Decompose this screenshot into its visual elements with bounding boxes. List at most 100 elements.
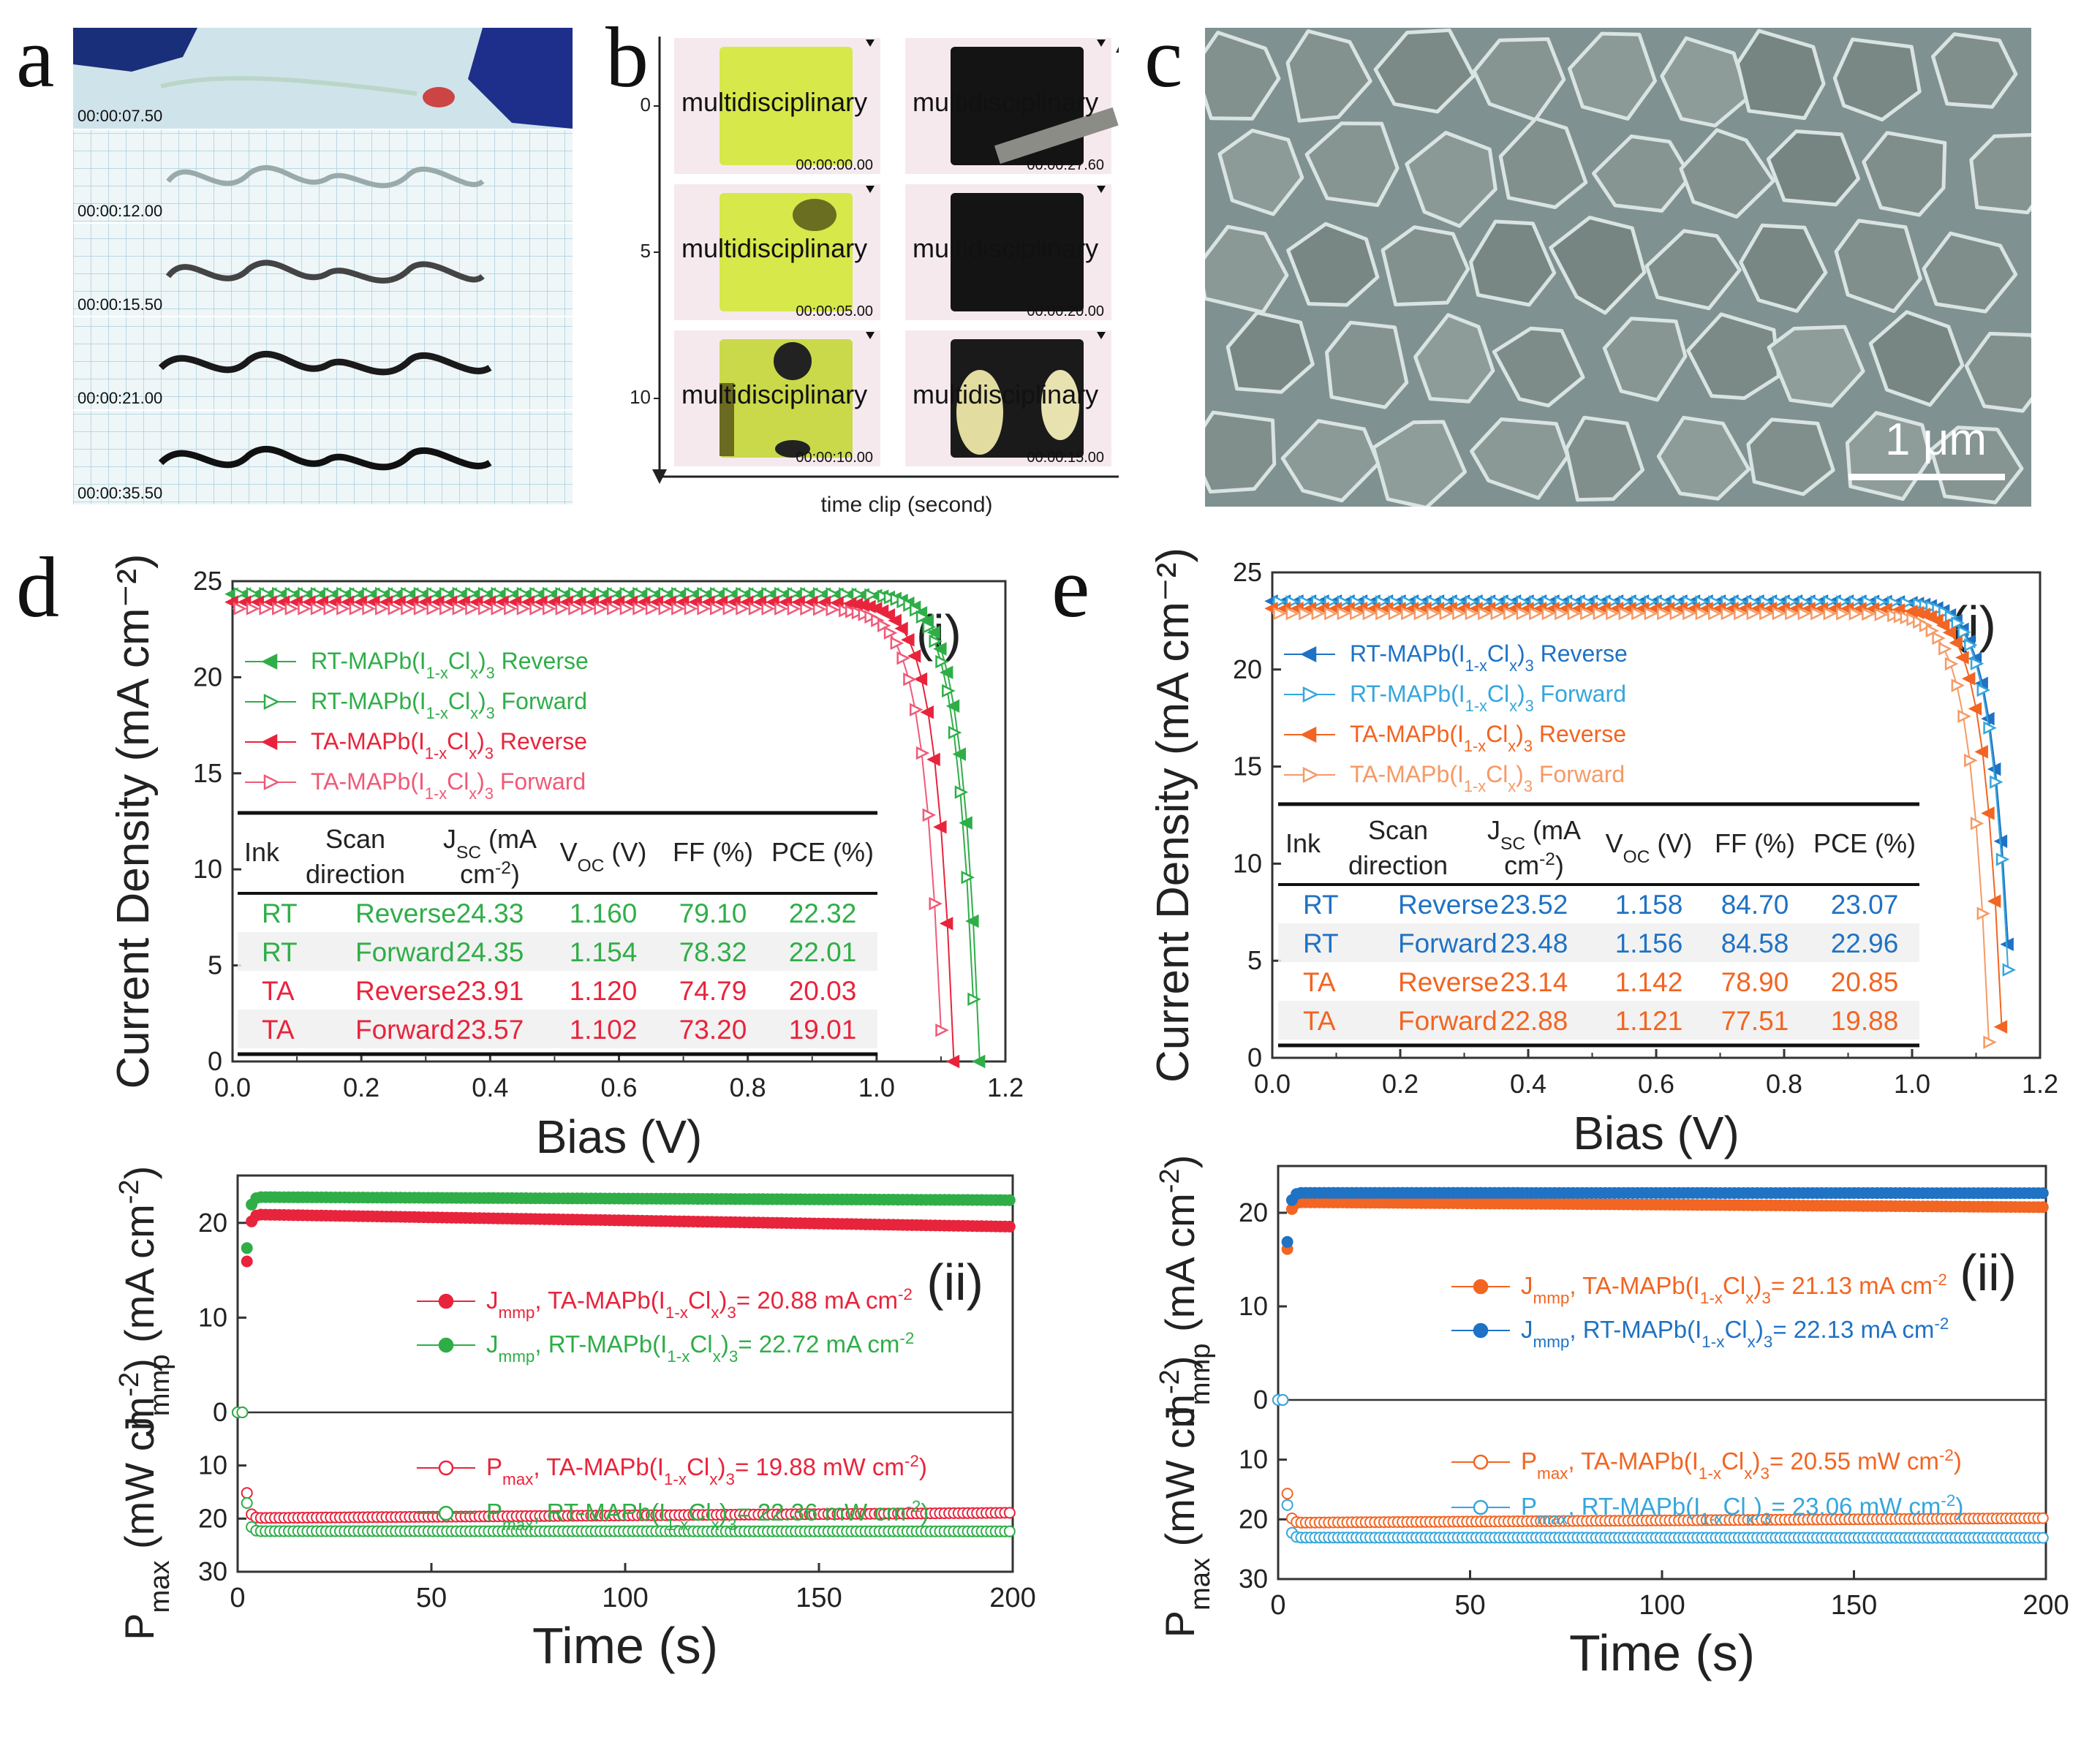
x-tick-label: 0 bbox=[1270, 1590, 1285, 1621]
c-grain bbox=[1280, 419, 1381, 503]
b-tile-word: multidisciplinary bbox=[913, 233, 1098, 263]
jv-marker bbox=[1974, 745, 1988, 759]
jv-marker bbox=[1785, 607, 1799, 621]
c-grain bbox=[1205, 31, 1281, 121]
b-left-time-tick: 0 bbox=[641, 94, 651, 116]
jv-marker bbox=[272, 602, 286, 616]
jv-marker bbox=[935, 654, 949, 669]
jv-marker bbox=[883, 626, 898, 640]
jv-marker bbox=[1964, 753, 1978, 768]
b-film-square bbox=[720, 47, 853, 165]
c-grain bbox=[1739, 223, 1828, 313]
c-grain bbox=[1564, 415, 1644, 502]
jv-marker bbox=[896, 651, 910, 665]
legend-marker bbox=[1302, 686, 1319, 703]
scale-bar-label: 1 μm bbox=[1885, 414, 1987, 465]
jv-marker bbox=[1987, 894, 2001, 908]
jv-marker bbox=[1618, 607, 1633, 621]
jv-marker bbox=[1644, 607, 1658, 621]
legend-marker bbox=[1473, 1499, 1489, 1515]
b-yellow-patch bbox=[1041, 370, 1079, 440]
table-cell: 19.01 bbox=[789, 1015, 857, 1045]
jv-marker bbox=[939, 665, 953, 680]
jv-marker bbox=[722, 602, 737, 616]
panel-label-a: a bbox=[16, 10, 55, 105]
c-grain bbox=[1373, 28, 1476, 114]
table-header: direction bbox=[306, 859, 405, 889]
jv-marker bbox=[1968, 702, 1982, 716]
jv-marker bbox=[1273, 607, 1287, 621]
table-cell: Forward bbox=[1398, 928, 1498, 958]
c-grain bbox=[1592, 135, 1693, 213]
jv-marker bbox=[388, 602, 402, 616]
table-header: Ink bbox=[1285, 828, 1321, 858]
legend-label: Jmmp, TA-MAPb(I1-xClx)3= 21.13 mA cm-2 bbox=[1521, 1271, 1947, 1307]
jv-marker bbox=[736, 602, 749, 616]
table-cell: 1.102 bbox=[570, 1015, 638, 1045]
jv-marker bbox=[761, 602, 775, 616]
c-grain bbox=[1470, 417, 1570, 500]
legend-label: RT-MAPb(I1-xClx)3 Forward bbox=[311, 688, 587, 722]
table-cell: 77.51 bbox=[1721, 1006, 1789, 1036]
jv-marker bbox=[864, 610, 878, 624]
y-tick-label: 10 bbox=[1239, 1291, 1268, 1321]
jv-marker bbox=[529, 602, 543, 616]
jv-marker bbox=[1657, 607, 1671, 621]
legend-marker bbox=[263, 693, 280, 711]
jv-marker bbox=[939, 917, 953, 931]
x-tick-label: 50 bbox=[416, 1583, 447, 1613]
c-grain bbox=[1834, 219, 1922, 314]
jv-marker bbox=[845, 605, 859, 618]
jv-marker bbox=[594, 602, 608, 616]
legend-label: Pmax, TA-MAPb(I1-xClx)3= 19.88 mW cm-2) bbox=[486, 1452, 927, 1488]
jv-marker bbox=[1285, 607, 1300, 621]
y-axis-label: Current Density (mA cm⁻²) bbox=[1148, 548, 1198, 1083]
table-cell: 78.90 bbox=[1721, 967, 1789, 997]
jv-marker bbox=[1555, 607, 1568, 621]
jv-marker bbox=[1906, 613, 1920, 627]
timestamp-4: 00:00:21.00 bbox=[78, 389, 163, 407]
jv-marker bbox=[926, 625, 940, 640]
jv-marker bbox=[871, 613, 885, 628]
table-cell: 23.07 bbox=[1831, 890, 1899, 920]
table-cell: 23.48 bbox=[1500, 928, 1568, 958]
b-yellow-patch bbox=[956, 370, 1003, 455]
table-header: JSC (mA bbox=[1487, 815, 1581, 854]
jv-marker bbox=[1721, 607, 1735, 621]
jv-marker bbox=[952, 747, 966, 761]
legend-marker bbox=[1473, 1322, 1489, 1339]
photo-strip-3 bbox=[73, 224, 573, 316]
jv-marker bbox=[374, 602, 389, 616]
time-marker bbox=[1003, 1194, 1016, 1206]
jv-marker bbox=[959, 816, 972, 830]
table-cell: 79.10 bbox=[679, 898, 747, 928]
table-cell: 22.32 bbox=[789, 898, 857, 928]
jv-marker bbox=[477, 602, 492, 616]
jv-marker bbox=[568, 602, 582, 616]
jv-marker bbox=[1580, 607, 1594, 621]
jv-marker bbox=[1970, 817, 1984, 830]
y-tick-label: 25 bbox=[1233, 557, 1262, 587]
x-tick-label: 100 bbox=[602, 1583, 648, 1613]
y-tick-label: 20 bbox=[1233, 654, 1262, 684]
b-dark-spot bbox=[793, 199, 836, 231]
legend-label: TA-MAPb(I1-xClx)3 Reverse bbox=[311, 728, 587, 762]
jv-marker bbox=[787, 602, 801, 616]
b-corner-marker bbox=[866, 39, 875, 47]
jv-marker bbox=[1631, 607, 1645, 621]
jv-marker bbox=[504, 602, 518, 616]
c-grain bbox=[1660, 36, 1750, 128]
c-grain bbox=[1868, 310, 1965, 407]
legend-marker bbox=[1300, 726, 1317, 743]
jv-marker bbox=[839, 587, 853, 601]
jv-marker bbox=[901, 633, 915, 647]
jv-marker bbox=[933, 642, 947, 656]
jv-marker bbox=[774, 602, 788, 616]
b-tile-timestamp: 00:00:15.00 bbox=[1027, 450, 1104, 466]
chart-d-i: 0.0 0.2 0.4 0.6 0.8 1.0 1.2 0 5 10 15 20 25 Bias (V) C… bbox=[108, 553, 1024, 1163]
jv-marker bbox=[323, 602, 337, 616]
b-dark-edge bbox=[720, 383, 734, 456]
jv-marker bbox=[1935, 618, 1950, 632]
x-axis-label: Time (s) bbox=[1569, 1624, 1755, 1681]
y-tick-label: 25 bbox=[193, 566, 222, 596]
